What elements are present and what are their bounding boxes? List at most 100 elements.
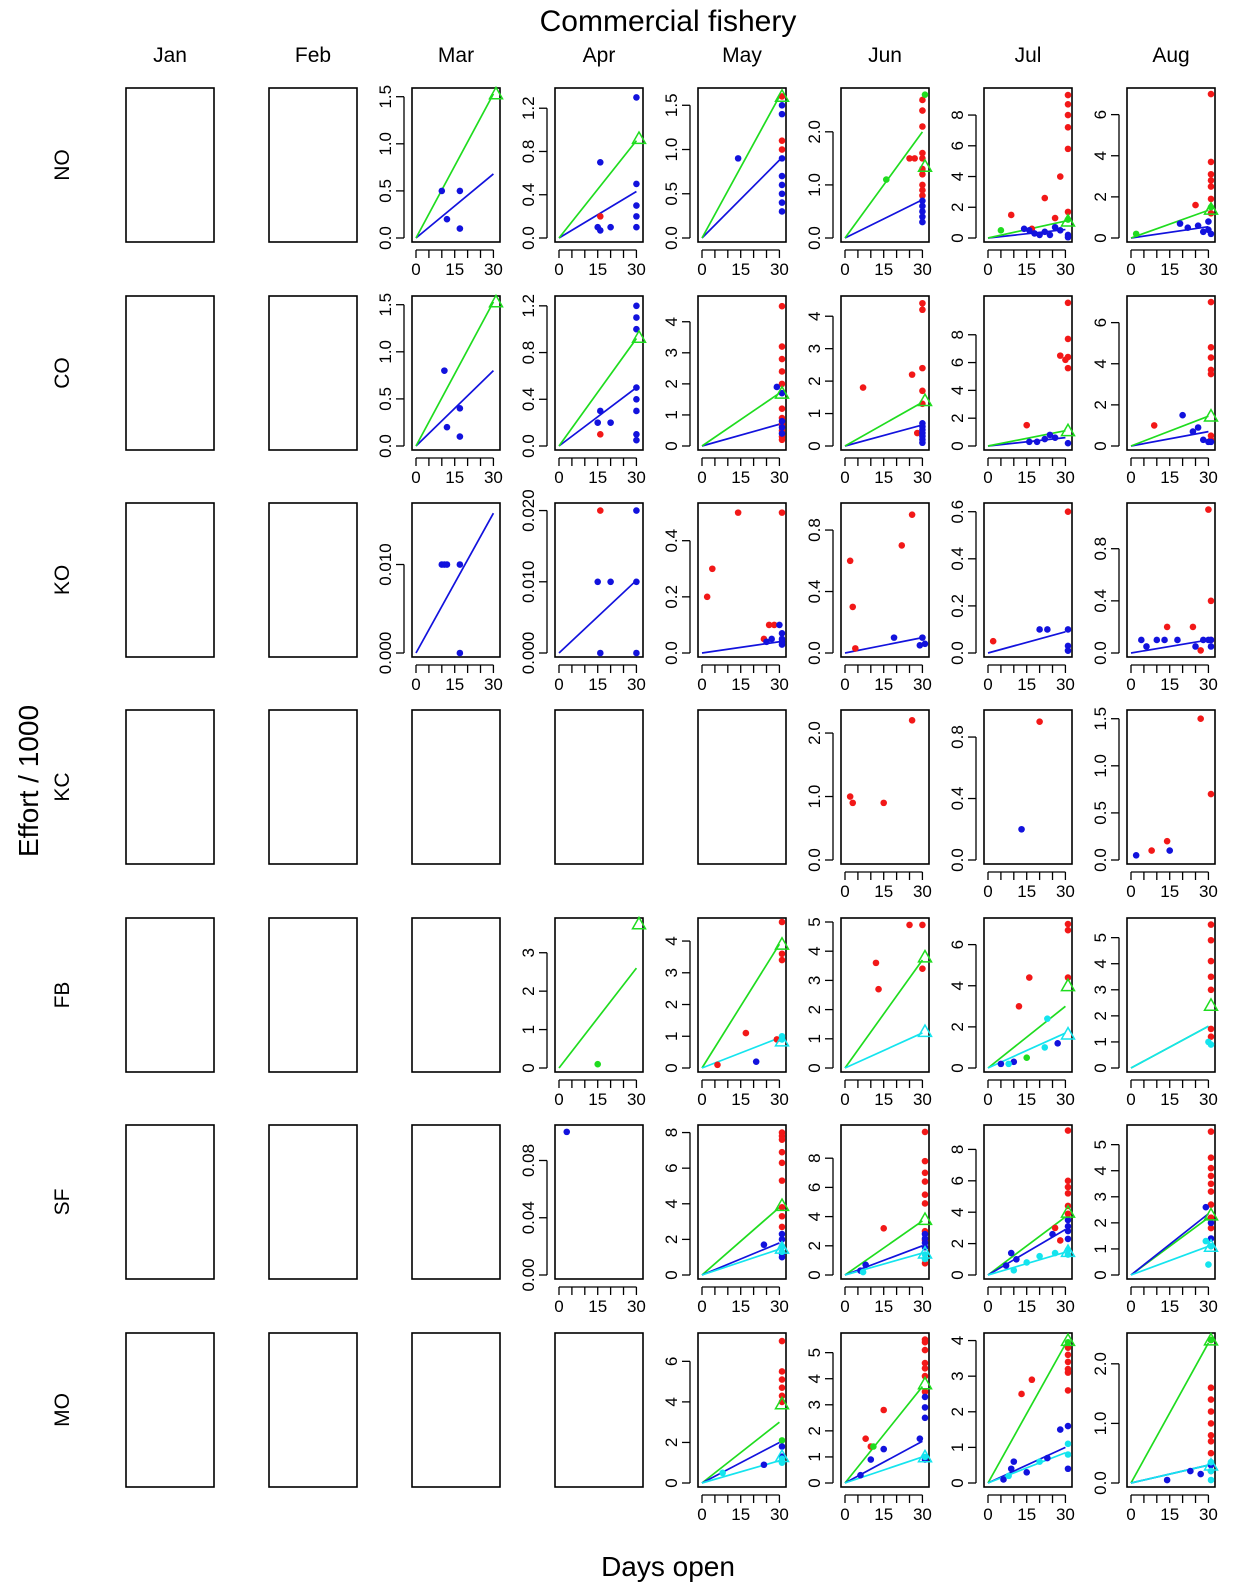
point-red <box>921 1178 929 1185</box>
triangle-green <box>917 1375 933 1390</box>
y-tick-label: 2 <box>948 1022 967 1031</box>
panel-fb-jul: 0 15 30 0 2 4 6 <box>948 917 1076 1109</box>
point-red <box>872 959 880 967</box>
y-tick-label: 1 <box>805 1452 824 1461</box>
y-tick-label: 1.0 <box>662 138 681 162</box>
point-red <box>1163 837 1171 845</box>
x-tick-label: 0 <box>697 1505 706 1524</box>
x-tick-label: 15 <box>874 882 893 901</box>
x-tick-label: 15 <box>1017 1505 1036 1524</box>
point-cyan <box>1205 1261 1212 1268</box>
y-tick-label: 4 <box>1091 959 1110 968</box>
y-tick-label: 6 <box>948 1176 967 1185</box>
panel-mo-may: 0 15 30 0 2 4 6 <box>662 1332 790 1524</box>
triangle-green <box>1060 213 1076 227</box>
point-blue <box>1207 230 1215 238</box>
fit-line-blue <box>415 173 494 239</box>
y-tick-label: 0 <box>662 1063 681 1072</box>
x-tick-label: 30 <box>627 1090 646 1109</box>
y-tick-label: 0 <box>662 1270 681 1279</box>
panel-frame <box>697 709 787 865</box>
point-blue <box>862 1261 869 1269</box>
y-tick-label: 0.020 <box>519 489 538 532</box>
y-tick-label: 4 <box>1091 1166 1110 1175</box>
point-blue <box>443 215 451 223</box>
y-tick-label: 1.2 <box>519 294 538 318</box>
panel-frame <box>125 1332 215 1488</box>
y-tick-label: 5 <box>805 1348 824 1357</box>
x-tick-label: 30 <box>913 260 932 279</box>
point-blue <box>607 419 614 426</box>
y-tick-label: 2 <box>519 986 538 995</box>
triangle-cyan <box>1203 1238 1219 1252</box>
x-axis: 0 15 30 <box>697 1286 789 1316</box>
y-tick-label: 2.0 <box>1091 1352 1110 1376</box>
point-blue <box>1010 1458 1018 1465</box>
x-axis: 0 15 30 <box>983 1286 1075 1316</box>
panel-no-may: 0 15 30 0.0 0.5 1.0 1.5 <box>662 87 790 279</box>
point-green <box>882 176 890 183</box>
y-tick-label: 0.0 <box>376 434 395 458</box>
panel-fb-apr: 0 15 30 0 1 2 3 <box>519 915 647 1109</box>
point-red <box>919 299 926 307</box>
area-label-ko: KO <box>51 565 74 595</box>
point-blue <box>1199 636 1207 644</box>
point-red <box>1064 145 1072 153</box>
point-blue <box>1132 851 1140 859</box>
x-tick-label: 0 <box>411 468 420 487</box>
point-red <box>1007 211 1015 219</box>
point-red <box>1207 1025 1215 1033</box>
point-green <box>997 227 1005 234</box>
point-blue <box>1007 1465 1015 1473</box>
x-tick-label: 15 <box>874 1090 893 1109</box>
y-tick-label: 4 <box>805 946 824 955</box>
panel-ko-jan <box>125 502 215 658</box>
point-red <box>778 509 786 516</box>
point-red <box>1148 847 1155 854</box>
panel-kc-jan <box>125 709 215 865</box>
point-red <box>906 921 913 929</box>
x-tick-label: 0 <box>411 675 420 694</box>
point-red <box>778 436 786 444</box>
x-tick-label: 0 <box>983 260 992 279</box>
x-tick-label: 15 <box>1160 882 1179 901</box>
point-green <box>778 1437 786 1444</box>
x-tick-label: 30 <box>913 882 932 901</box>
triangle-green <box>631 329 647 344</box>
point-blue <box>916 642 924 649</box>
point-red <box>778 918 786 926</box>
point-blue <box>919 213 926 221</box>
point-blue <box>633 302 640 310</box>
point-blue <box>778 641 786 648</box>
fit-line-blue <box>844 1245 923 1276</box>
y-tick-label: 2 <box>805 376 824 385</box>
point-red <box>1207 1164 1215 1172</box>
x-tick-label: 30 <box>1199 675 1218 694</box>
x-axis: 0 15 30 <box>697 249 789 279</box>
point-red <box>1197 647 1204 654</box>
fit-line-blue <box>701 1242 780 1276</box>
point-red <box>1205 506 1212 513</box>
point-blue <box>1194 424 1202 431</box>
y-tick-label: 0 <box>805 1478 824 1487</box>
x-tick-label: 30 <box>1056 882 1075 901</box>
panel-co-may: 0 15 30 0 1 2 3 4 <box>662 295 790 487</box>
x-tick-label: 0 <box>697 1297 706 1316</box>
point-blue <box>633 649 640 657</box>
y-tick-label: 0.0 <box>805 641 824 665</box>
panel-frame <box>983 917 1073 1073</box>
point-blue <box>778 199 786 206</box>
panel-kc-jul: 0 15 30 0.0 0.4 0.8 <box>948 709 1075 901</box>
x-tick-label: 0 <box>983 675 992 694</box>
y-tick-label: 6 <box>1091 318 1110 327</box>
panel-fb-jan <box>125 917 215 1073</box>
panel-frame <box>554 1332 644 1488</box>
point-blue <box>1064 1223 1072 1230</box>
x-tick-label: 0 <box>1126 1090 1135 1109</box>
x-tick-label: 15 <box>588 468 607 487</box>
point-red <box>778 1376 786 1383</box>
y-tick-label: 4 <box>805 311 824 320</box>
point-blue <box>1207 643 1215 650</box>
point-red <box>919 96 926 104</box>
point-green <box>921 91 929 98</box>
